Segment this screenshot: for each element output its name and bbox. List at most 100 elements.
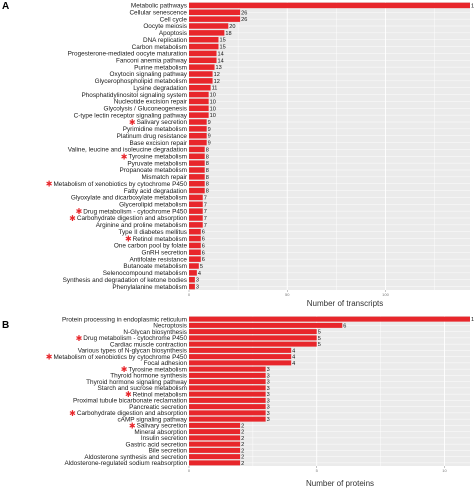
panel-b-category-label: Drug metabolism - cytochrome P450 [83, 335, 187, 342]
panel-a-category-label: Selenocompound metabolism [103, 270, 187, 277]
panel-a-bar-selenocompound-metabolism [189, 270, 197, 276]
panel-a-bar-oxytocin-signaling-pathway [189, 71, 213, 77]
panel-b-star-marker: ✱ [129, 421, 136, 430]
panel-a-bar-c-type-lectin-receptor-signaling-pathway [189, 112, 209, 118]
panel-b-value-label: 11 [471, 317, 474, 323]
panel-b-star-marker: ✱ [76, 334, 83, 343]
panel-a-star-marker: ✱ [69, 214, 76, 223]
panel-b-value-label: 3 [267, 411, 270, 417]
panel-a-value-label: 6 [202, 230, 205, 236]
panel-b-bar-proximal-tubule-bicarbonate-reclamation [189, 397, 266, 403]
panel-b-bar-starch-and-sucrose-metabolism [189, 385, 266, 391]
panel-b-value-label: 5 [318, 330, 321, 336]
panel-a-category-label: Progesterone-mediated oocyte maturation [68, 51, 188, 58]
panel-a-bar-apoptosis [189, 30, 225, 36]
panel-a-bar-type-ii-diabetes-mellitus [189, 228, 201, 235]
panel-a-value-label: 5 [200, 264, 203, 270]
panel-b-bar-necroptosis [189, 322, 343, 328]
panel-a-category-label: Phosphatidylinositol signaling system [81, 92, 187, 99]
panel-a-category-label: Retinol metabolism [133, 236, 187, 243]
panel-b-bar-retinol-metabolism [189, 391, 266, 397]
panel-b-category-label: Bile secretion [149, 448, 188, 455]
panel-b-category-label: Gastric acid secretion [126, 441, 188, 448]
panel-a-star-marker: ✱ [46, 180, 53, 189]
panel-a-category-label: Arginine and proline metabolism [96, 222, 187, 229]
panel-a-bar-pyruvate-metabolism [189, 160, 205, 166]
panel-b-category-label: N-Glycan biosynthesis [123, 329, 187, 336]
panel-b-value-label: 6 [343, 323, 346, 329]
panel-b-star-marker: ✱ [46, 353, 53, 362]
panel-b-category-label: Insulin secretion [141, 435, 188, 442]
panel-b-bar-protein-processing-in-endoplasmic-reticulum [189, 316, 470, 322]
panel-b-category-label: Metabolism of xenobiotics by cytochrome … [53, 354, 187, 361]
panel-a-value-label: 6 [202, 257, 205, 263]
panel-a-bar-arginine-and-proline-metabolism [189, 222, 203, 228]
panel-b-category-label: Aldosterone synthesis and secretion [84, 454, 187, 461]
panel-b-tick-label: 10 [442, 468, 447, 473]
panel-b-bar-camp-signaling-pathway [189, 416, 266, 422]
panel-a-value-label: 6 [202, 237, 205, 243]
panel-a-value-label: 8 [206, 189, 209, 195]
panel-b-category-label: Necroptosis [153, 323, 187, 330]
panel-a-plot-background [189, 2, 470, 290]
panel-a-category-label: Butanoate metabolism [123, 263, 187, 270]
panel-a-bar-phenylalanine-metabolism [189, 283, 195, 290]
panel-a-category-label: Platinum drug resistance [117, 133, 188, 140]
panel-a-bar-metabolism-of-xenobiotics-by-cytochrome-p450 [189, 180, 205, 187]
panel-b-category-label: Proximal tubule bicarbonate reclamation [73, 398, 187, 405]
panel-a-bar-platinum-drug-resistance [189, 132, 207, 139]
panel-b-category-label: Various types of N-glycan biosynthesis [78, 348, 187, 355]
panel-a-category-label: Base excision repair [129, 140, 187, 147]
panel-a-bar-cell-cycle [189, 16, 241, 22]
panel-a-bar-lysine-degradation [189, 84, 211, 91]
panel-a-bar-mismatch-repair [189, 174, 205, 180]
panel-b-category-label: cAMP signaling pathway [117, 416, 187, 423]
panel-b-category-label: Starch and sucrose metabolism [97, 385, 187, 392]
panel-a-value-label: 9 [208, 141, 211, 147]
panel-b-category-label: Mineral absorption [134, 429, 187, 436]
panel-a-bar-fanconi-anemia-pathway [189, 57, 217, 64]
panel-a-value-label: 3 [196, 278, 199, 284]
panel-a-category-label: DNA replication [143, 37, 187, 44]
panel-a-bar-propanoate-metabolism [189, 167, 205, 173]
panel-a-bar-progesterone-mediated-oocyte-maturation [189, 50, 217, 57]
panel-b-value-label: 2 [241, 455, 244, 461]
panel-a-category-label: Carbon metabolism [132, 44, 187, 51]
panel-b-bar-carbohydrate-digestion-and-absorption [189, 410, 266, 416]
panel-b-value-label: 4 [292, 355, 295, 361]
panel-a-bar-dna-replication [189, 36, 219, 43]
panel-a-bar-fatty-acid-degradation [189, 187, 205, 194]
panel-b-category-label: Aldosterone-regulated sodium reabsorptio… [64, 460, 187, 467]
panel-a-value-label: 8 [206, 182, 209, 188]
panel-a-value-label: 3 [196, 285, 199, 291]
panel-b-category-label: Thyroid hormone signaling pathway [86, 379, 188, 386]
panel-a-bar-salivary-secretion [189, 119, 207, 125]
panel-b: B 11 Protein processing in endoplasmic ret… [2, 316, 474, 488]
panel-a-bar-carbon-metabolism [189, 43, 219, 50]
panel-a-bar-carbohydrate-digestion-and-absorption [189, 215, 203, 221]
panel-a-value-label: 14 [218, 58, 224, 64]
panel-a-category-label: Apoptosis [159, 30, 187, 37]
panel-a-tick-label: 50 [285, 292, 290, 297]
panel-a-tick-label: 0 [188, 292, 191, 297]
panel-a-category-label: Oocyte meiosis [143, 23, 187, 30]
panel-b-value-label: 3 [267, 392, 270, 398]
panel-a-value-label: 143 [471, 3, 474, 9]
panel-a-bar-retinol-metabolism [189, 235, 201, 242]
panel-a-category-label: Drug metabolism - cytochrome P450 [83, 208, 187, 215]
panel-a-value-label: 10 [210, 93, 216, 99]
panel-b-bar-aldosterone-synthesis-and-secretion [189, 454, 241, 460]
panel-a-category-label: Glycolysis / Gluconeogenesis [104, 105, 187, 112]
panel-b-category-label: Cardiac muscle contraction [110, 341, 188, 348]
panel-b-category-label: Salivary secretion [137, 423, 188, 430]
panel-b-plot-background [189, 316, 470, 466]
panel-a-category-label: Phenylalanine metabolism [112, 284, 187, 291]
panel-a-category-label: Oxytocin signaling pathway [110, 71, 188, 78]
panel-b-bar-cardiac-muscle-contraction [189, 341, 317, 347]
panel-b-value-label: 3 [267, 367, 270, 373]
panel-a-bar-tyrosine-metabolism [189, 153, 205, 160]
panel-a-category-label: Antifolate resistance [129, 256, 187, 263]
panel-a-bar-glycolysis-gluconeogenesis [189, 105, 209, 112]
panel-a-category-label: Salivary secretion [137, 119, 188, 126]
panel-a-category-label: Glycerophospholipid metabolism [95, 78, 187, 85]
